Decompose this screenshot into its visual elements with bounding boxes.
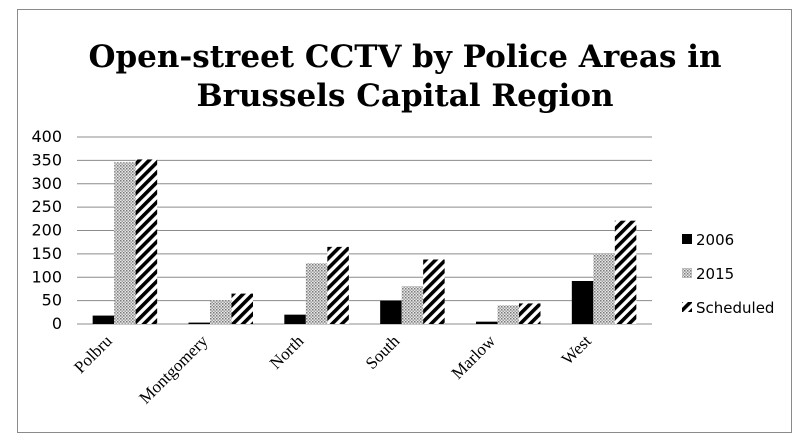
x-tick-label: Marlow: [448, 331, 500, 383]
legend-label-2015: 2015: [696, 265, 734, 283]
bar-2006-marlow: [476, 321, 498, 324]
legend-swatch-2006: [682, 234, 692, 244]
x-tick-label: South: [362, 331, 404, 373]
legend: 2006 2015 Scheduled: [682, 231, 774, 317]
x-tick-label: West: [558, 331, 595, 368]
gridlines: [77, 136, 652, 325]
bar-2006-polbru: [92, 315, 115, 324]
x-tick-label: North: [266, 331, 308, 373]
x-axis-labels: Polbru Montgomery North South Marlow West: [70, 331, 595, 408]
legend-label-scheduled: Scheduled: [696, 299, 774, 317]
x-tick-label: Polbru: [70, 331, 116, 377]
bar-2015-polbru: [114, 162, 136, 324]
bar-2015-north: [305, 263, 328, 324]
y-tick-label: 350: [31, 150, 62, 169]
bar-2015-west: [593, 253, 615, 324]
y-tick-label: 250: [31, 197, 62, 216]
bar-2006-montgomery: [188, 322, 210, 324]
y-tick-label: 400: [31, 127, 62, 146]
y-tick-label: 100: [31, 267, 62, 286]
bar-2015-south: [401, 286, 424, 324]
y-tick-label: 50: [42, 291, 62, 310]
legend-swatch-scheduled: [682, 302, 692, 312]
y-axis-ticks: 0 50 100 150 200 250 300 350 400: [31, 127, 62, 333]
bar-scheduled-south: [423, 259, 445, 324]
y-tick-label: 200: [31, 221, 62, 240]
bar-2006-west: [571, 280, 594, 324]
bar-2006-south: [380, 300, 402, 324]
y-tick-label: 0: [52, 314, 62, 333]
bar-2015-montgomery: [210, 300, 232, 324]
y-tick-label: 150: [31, 244, 62, 263]
x-tick-label: Montgomery: [135, 331, 212, 408]
legend-label-2006: 2006: [696, 231, 734, 249]
y-tick-label: 300: [31, 174, 62, 193]
bar-scheduled-north: [327, 246, 349, 324]
bar-scheduled-marlow: [519, 303, 541, 324]
chart-title-line-2: Brussels Capital Region: [196, 78, 613, 114]
bar-scheduled-montgomery: [231, 293, 253, 324]
bar-scheduled-west: [614, 220, 637, 324]
bar-2006-north: [284, 314, 306, 324]
bar-2015-marlow: [497, 305, 519, 324]
bar-scheduled-polbru: [135, 159, 158, 324]
bars: [92, 159, 637, 324]
chart-title-line-1: Open-street CCTV by Police Areas in: [88, 39, 721, 75]
legend-swatch-2015: [682, 268, 692, 278]
